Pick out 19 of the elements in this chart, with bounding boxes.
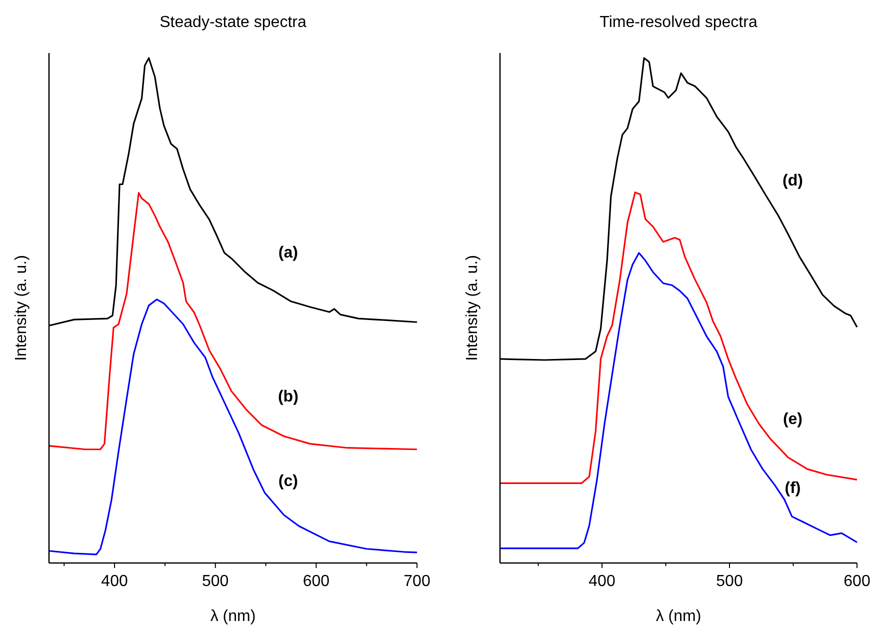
x-tick-label: 600 xyxy=(302,573,330,590)
series-label: (a) xyxy=(278,244,298,262)
x-tick-label: 400 xyxy=(101,573,128,590)
x-tick-label: 600 xyxy=(844,573,870,590)
x-tick-label: 400 xyxy=(588,573,616,590)
series-label: (b) xyxy=(278,388,298,406)
x-tick-label: 500 xyxy=(202,573,229,590)
y-axis-title: Intensity (a. u.) xyxy=(464,255,481,361)
chart-title: Time-resolved spectra xyxy=(600,14,758,31)
chart-title: Steady-state spectra xyxy=(160,14,306,31)
series-label: (e) xyxy=(782,411,803,428)
x-tick-label: 700 xyxy=(404,573,430,590)
x-tick-label: 500 xyxy=(716,573,743,590)
series-label: (c) xyxy=(278,473,298,490)
x-axis-title: λ (nm) xyxy=(656,608,702,625)
series-label: (d) xyxy=(782,172,803,190)
x-axis-title: λ (nm) xyxy=(210,608,256,625)
series-label: (f) xyxy=(784,480,801,497)
y-axis-title: Intensity (a. u.) xyxy=(13,255,30,361)
